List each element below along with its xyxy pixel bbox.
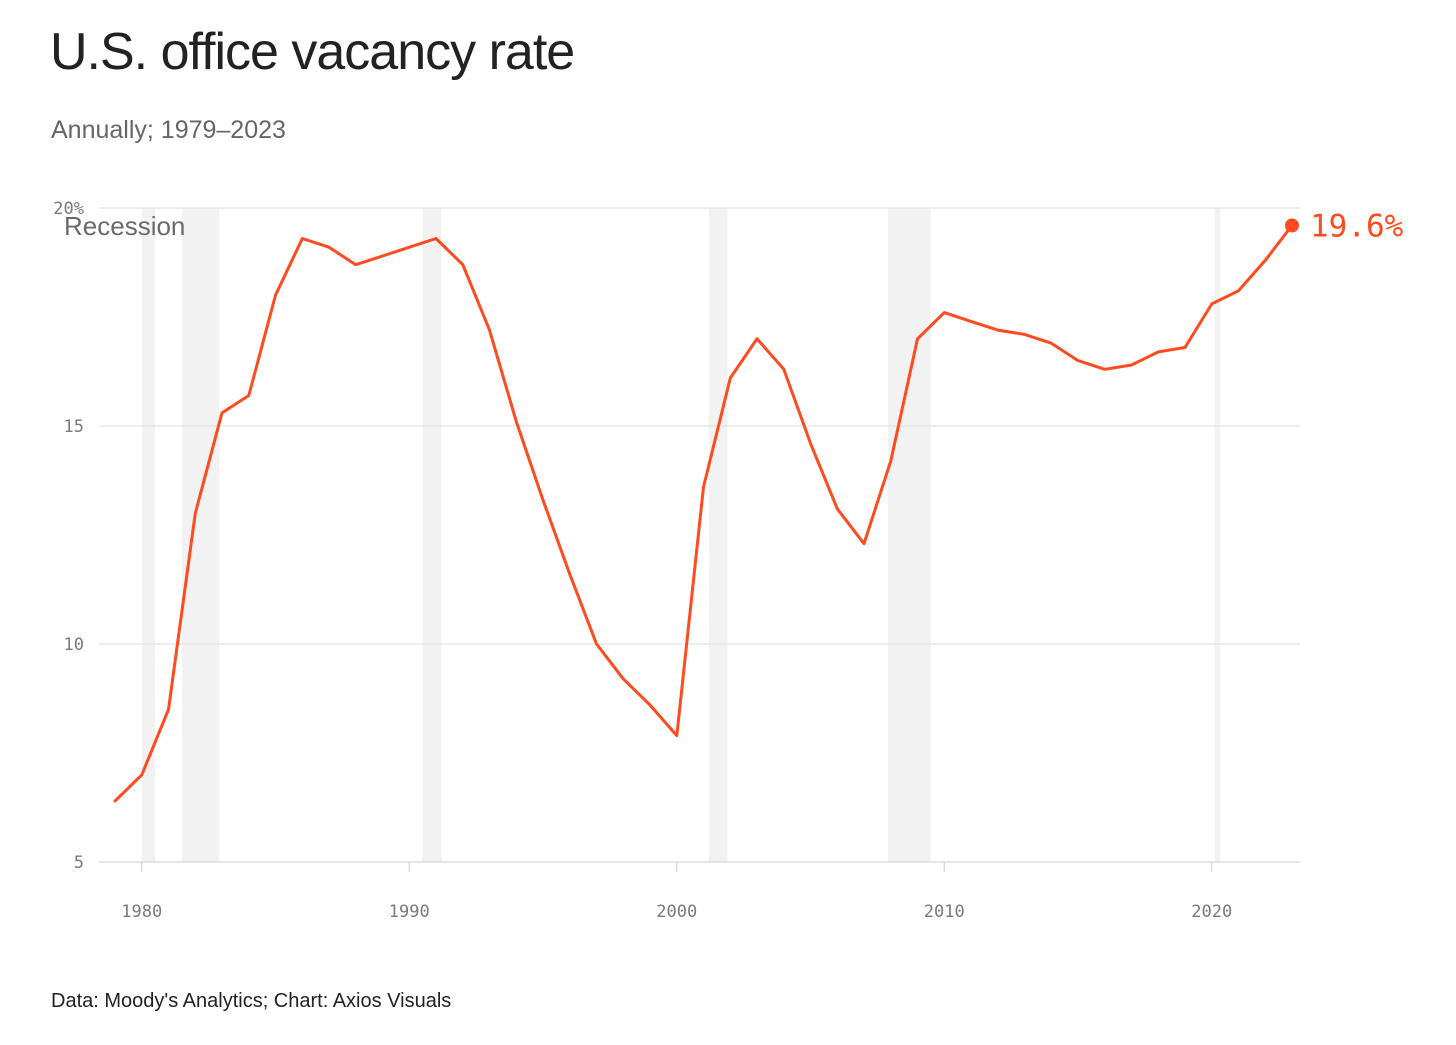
- end-point-marker: [1285, 218, 1299, 233]
- y-axis-ticks: 5 10 15 20%: [53, 199, 84, 873]
- recession-band-1: [181, 208, 220, 862]
- y-tick-label: 15: [64, 417, 84, 437]
- recession-band-0: [141, 208, 156, 862]
- y-tick-label: 10: [64, 635, 84, 655]
- source-note: Data: Moody's Analytics; Chart: Axios Vi…: [51, 990, 452, 1012]
- annotations: Recession 19.6%: [64, 208, 1404, 244]
- x-tick-label: 2010: [924, 902, 965, 922]
- recession-band-2: [422, 208, 442, 862]
- y-tick-label: 5: [74, 853, 84, 873]
- x-axis-ticks: 1980 1990 2000 2010 2020: [121, 862, 1232, 922]
- recession-label: Recession: [64, 211, 185, 241]
- y-tick-label: 20%: [53, 199, 84, 219]
- data-series: [113, 218, 1299, 803]
- x-tick-label: 1980: [121, 902, 162, 922]
- gridlines: [99, 207, 1300, 863]
- recession-bands: [141, 208, 1221, 862]
- series-line: [113, 223, 1294, 803]
- recession-band-3: [708, 208, 728, 862]
- chart-subtitle: Annually; 1979–2023: [51, 116, 286, 144]
- x-tick-label: 2020: [1191, 902, 1232, 922]
- recession-band-5: [1214, 208, 1221, 862]
- recession-band-4: [888, 208, 931, 862]
- x-tick-label: 2000: [656, 902, 697, 922]
- x-tick-label: 1990: [389, 902, 430, 922]
- end-value-label: 19.6%: [1310, 208, 1404, 244]
- chart-title: U.S. office vacancy rate: [50, 23, 575, 81]
